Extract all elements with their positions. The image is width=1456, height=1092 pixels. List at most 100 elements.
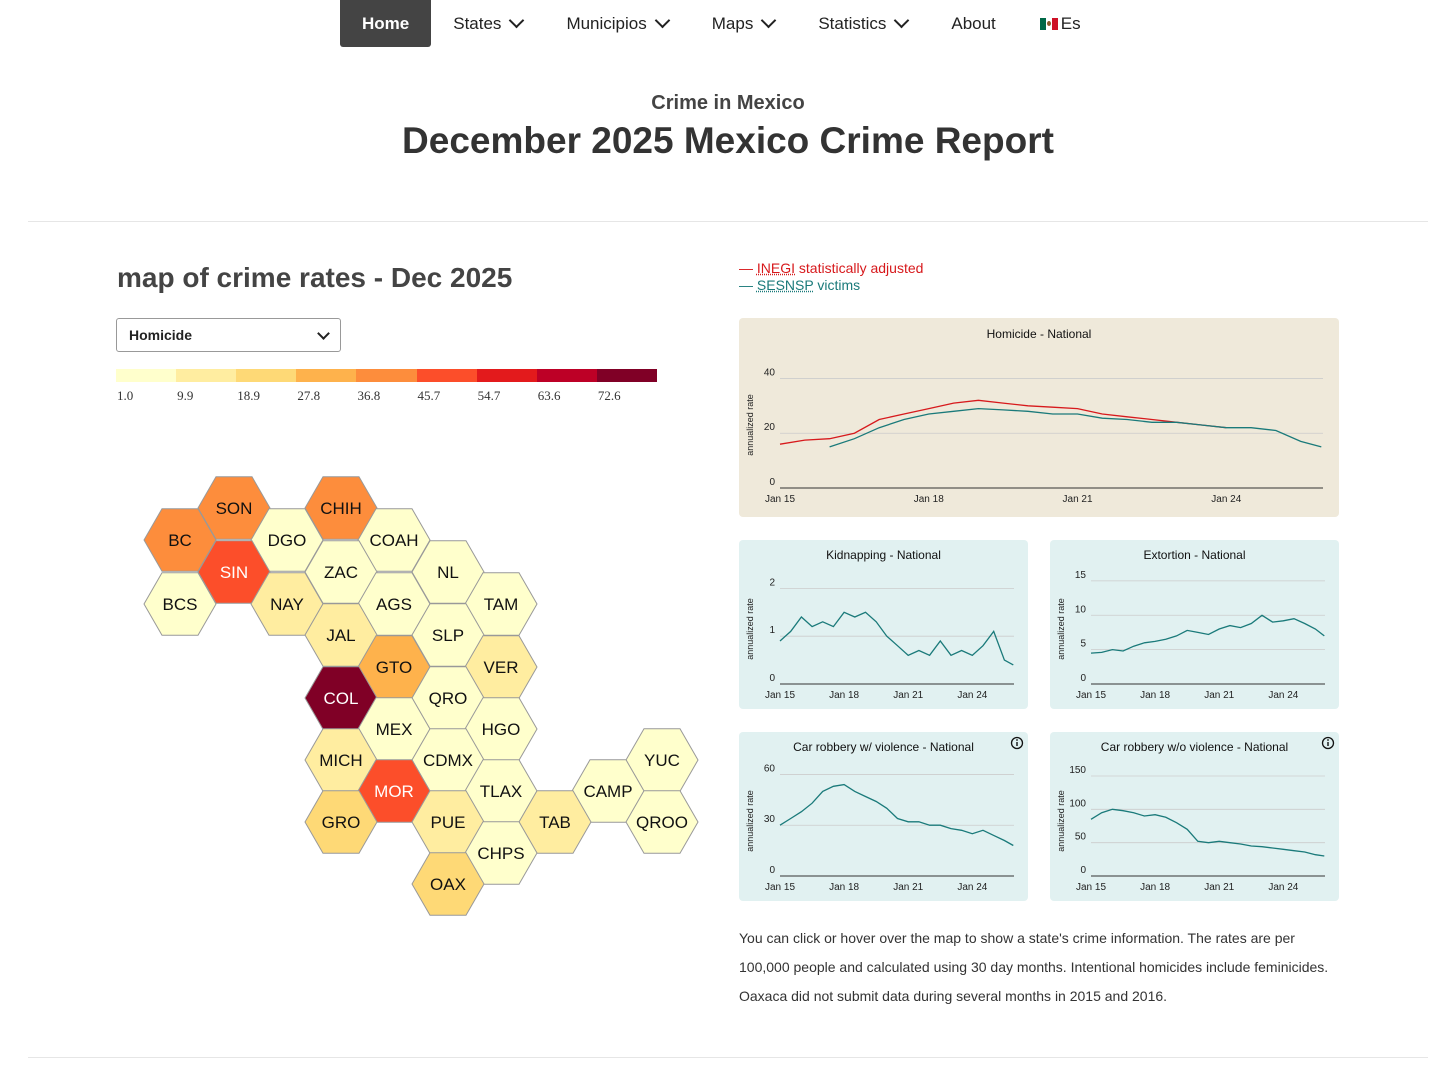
- car-robbery-no-violence-chart: Car robbery w/o violence - National annua…: [1056, 736, 1335, 893]
- homicide-chart-panel[interactable]: Homicide - National annualized rate 0 20 40 J…: [739, 318, 1339, 517]
- y-axis-label: annualized rate: [1056, 598, 1066, 660]
- chart-title: Car robbery w/ violence - National: [793, 740, 974, 754]
- y-axis-label: annualized rate: [1056, 790, 1066, 852]
- state-hex-yuc[interactable]: YUC: [625, 728, 699, 792]
- state-hex-sin[interactable]: SIN: [197, 540, 271, 604]
- legend-tick-label: 1.0: [117, 388, 134, 403]
- state-hex-pue[interactable]: PUE: [411, 790, 485, 854]
- state-hex-tam[interactable]: TAM: [464, 572, 538, 636]
- x-tick-label: Jan 21: [1204, 882, 1234, 893]
- legend-swatch: [536, 369, 597, 382]
- legend-swatch: [596, 369, 657, 382]
- legend-swatch: [176, 369, 237, 382]
- state-label: YUC: [644, 751, 680, 770]
- x-tick-label: Jan 18: [914, 494, 944, 505]
- nav-about[interactable]: About: [929, 0, 1017, 47]
- state-label: TAB: [539, 813, 571, 832]
- state-hex-qroo[interactable]: QROO: [625, 790, 699, 854]
- info-icon[interactable]: [1010, 736, 1024, 750]
- state-hex-coah[interactable]: COAH: [357, 508, 431, 572]
- state-hex-cdmx[interactable]: CDMX: [411, 728, 485, 792]
- extortion-chart-panel[interactable]: Extortion - National annualized rate 0 5 10 1…: [1050, 540, 1339, 709]
- car-robbery-violence-chart-panel[interactable]: Car robbery w/ violence - National annual…: [739, 732, 1028, 901]
- state-hex-shape[interactable]: [625, 790, 699, 854]
- state-label: GRO: [322, 813, 361, 832]
- state-label: JAL: [326, 626, 355, 645]
- nav-about-label: About: [951, 13, 996, 33]
- y-tick-label: 15: [1075, 570, 1087, 581]
- state-hex-gro[interactable]: GRO: [304, 790, 378, 854]
- x-tick-label: Jan 15: [765, 882, 795, 893]
- x-tick-label: Jan 18: [829, 690, 859, 701]
- state-label: HGO: [482, 720, 521, 739]
- y-tick-label: 0: [769, 673, 775, 684]
- state-hex-chps[interactable]: CHPS: [464, 821, 538, 885]
- state-label: ZAC: [324, 563, 358, 582]
- info-icon-circle: [1010, 736, 1024, 750]
- nav-municipios[interactable]: Municipios: [544, 0, 689, 47]
- x-tick-label: Jan 21: [893, 882, 923, 893]
- y-tick-label: 20: [764, 422, 776, 433]
- state-label: SON: [216, 499, 253, 518]
- x-tick-label: Jan 24: [1211, 494, 1241, 505]
- nav-maps[interactable]: Maps: [690, 0, 797, 47]
- y-tick-label: 10: [1075, 604, 1087, 615]
- state-hex-ver[interactable]: VER: [464, 635, 538, 699]
- legend-swatch: [296, 369, 357, 382]
- sesnsp-link[interactable]: SESNSP: [756, 277, 814, 293]
- language-switch[interactable]: Es: [1018, 0, 1103, 47]
- sesnsp-dash: —: [739, 277, 753, 293]
- state-label: AGS: [376, 595, 412, 614]
- state-hex-shape[interactable]: [411, 852, 485, 916]
- state-hex-zac[interactable]: ZAC: [304, 540, 378, 604]
- state-hex-slp[interactable]: SLP: [411, 603, 485, 667]
- car-robbery-no-violence-chart-panel[interactable]: Car robbery w/o violence - National annua…: [1050, 732, 1339, 901]
- legend-tick-label: 36.8: [357, 388, 381, 403]
- explanation-note: You can click or hover over the map to s…: [739, 930, 1329, 1004]
- state-label: CHPS: [477, 844, 524, 863]
- state-label: SLP: [432, 626, 464, 645]
- nav-home[interactable]: Home: [340, 0, 432, 47]
- nav-home-label: Home: [362, 13, 410, 33]
- state-hex-bc[interactable]: BC: [143, 508, 217, 572]
- state-hex-shape[interactable]: [304, 790, 378, 854]
- state-hex-mex[interactable]: MEX: [357, 697, 431, 761]
- series-line-sesnsp: [1090, 614, 1325, 654]
- chevron-down-icon: [761, 12, 777, 29]
- hex-map[interactable]: SON CHIH BC DGO COAH BCS SIN ZAC NL NAY AGS TAM JAL S…: [140, 470, 710, 930]
- state-hex-gto[interactable]: GTO: [357, 635, 431, 699]
- nav-states[interactable]: States: [431, 0, 544, 47]
- y-tick-label: 0: [769, 865, 775, 876]
- state-hex-mich[interactable]: MICH: [304, 728, 378, 792]
- state-hex-son[interactable]: SON: [197, 476, 271, 540]
- x-tick-label: Jan 21: [1204, 690, 1234, 701]
- chart-title: Homicide - National: [987, 327, 1092, 341]
- state-hex-oax[interactable]: OAX: [411, 852, 485, 916]
- state-hex-bcs[interactable]: BCS: [143, 572, 217, 636]
- kidnapping-chart: Kidnapping - National annualized rate 0 1 2 J…: [745, 548, 1014, 701]
- nav-states-label: States: [453, 13, 502, 33]
- series-line-sesnsp: [829, 407, 1322, 448]
- inegi-link[interactable]: INEGI: [756, 260, 796, 276]
- state-label: BC: [168, 531, 192, 550]
- x-tick-label: Jan 15: [1076, 882, 1106, 893]
- x-tick-label: Jan 21: [893, 690, 923, 701]
- info-icon[interactable]: [1321, 736, 1335, 750]
- state-hex-tlax[interactable]: TLAX: [464, 759, 538, 823]
- legend-swatch: [116, 369, 177, 382]
- crime-type-select[interactable]: Homicide: [116, 318, 341, 352]
- state-label: COL: [324, 689, 359, 708]
- map-heading: map of crime rates - Dec 2025: [117, 262, 513, 293]
- y-tick-label: 30: [764, 814, 776, 825]
- state-hex-ags[interactable]: AGS: [357, 572, 431, 636]
- kidnapping-chart-panel[interactable]: Kidnapping - National annualized rate 0 1 2 J…: [739, 540, 1028, 709]
- chart-title: Car robbery w/o violence - National: [1101, 740, 1288, 754]
- info-icon-circle: [1321, 736, 1335, 750]
- state-hex-mor[interactable]: MOR: [357, 759, 431, 823]
- state-hex-camp[interactable]: CAMP: [571, 759, 645, 823]
- state-hex-qro[interactable]: QRO: [411, 666, 485, 730]
- nav-statistics[interactable]: Statistics: [796, 0, 929, 47]
- x-tick-label: Jan 18: [1140, 882, 1170, 893]
- state-label: MEX: [376, 720, 413, 739]
- y-tick-label: 0: [1080, 865, 1086, 876]
